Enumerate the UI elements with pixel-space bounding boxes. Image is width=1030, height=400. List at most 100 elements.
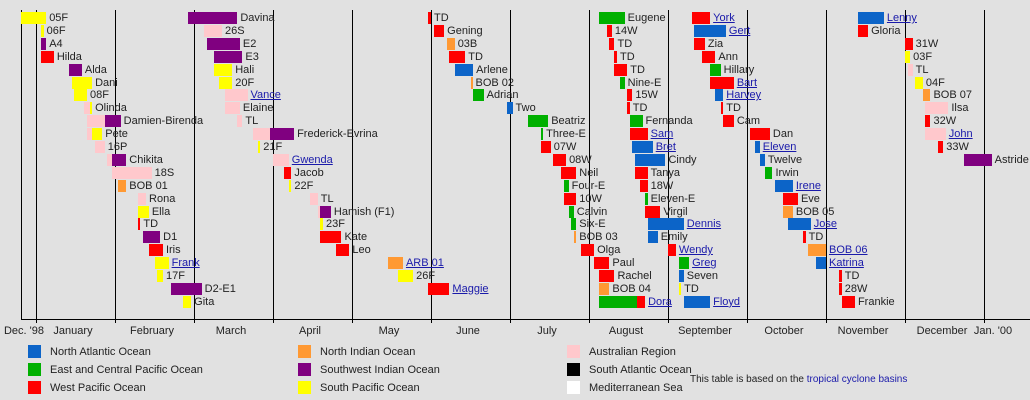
storm-label: Irwin	[775, 166, 799, 179]
storm-link[interactable]: Maggie	[452, 282, 489, 295]
storm-label: Rona	[149, 192, 176, 205]
storm-bar	[154, 257, 169, 270]
storm-bar	[41, 37, 47, 50]
storm-label: Ella	[151, 205, 171, 218]
storm-bar	[470, 76, 473, 89]
storm-link[interactable]: Dora	[648, 295, 672, 308]
storm-label: Arlene	[476, 63, 508, 76]
storm-label: TD	[434, 12, 449, 24]
storm-label: TL	[915, 63, 929, 76]
storm-label: 31W	[915, 37, 939, 50]
storm-link[interactable]: Irene	[795, 179, 821, 192]
storm-link[interactable]: Dennis	[686, 218, 722, 231]
axis-month-label: April	[298, 325, 322, 337]
storm-bar	[915, 76, 923, 89]
storm-bar	[309, 192, 318, 205]
storm-bar	[619, 76, 625, 89]
storm-bar	[907, 63, 913, 76]
storm-bar	[710, 76, 734, 89]
storm-bar	[206, 37, 240, 50]
storm-label: BOB 07	[933, 89, 972, 102]
storm-bar	[257, 141, 261, 153]
storm-bar	[645, 205, 661, 218]
storm-bar	[540, 128, 544, 141]
storm-bar	[397, 270, 414, 282]
storm-bar	[20, 12, 47, 24]
legend-item: South Atlantic Ocean	[567, 363, 692, 376]
storm-label: TD	[620, 50, 635, 63]
storm-label: Kate	[344, 231, 368, 244]
storm-label: TD	[617, 37, 633, 50]
storm-label: 15W	[635, 89, 658, 102]
legend-label: North Atlantic Ocean	[50, 345, 151, 358]
storm-link[interactable]: Gert	[728, 24, 751, 37]
storm-bar	[694, 37, 705, 50]
storm-label: BOB 04	[612, 282, 651, 295]
storm-label: BOB 02	[475, 76, 515, 89]
storm-link[interactable]: Harvey	[726, 89, 762, 102]
storm-link[interactable]: Floyd	[713, 295, 741, 308]
axis-month-label: January	[53, 325, 93, 337]
storm-label: E2	[242, 37, 257, 50]
storm-link[interactable]: John	[948, 128, 973, 141]
month-gridline	[668, 10, 669, 319]
legend-item: South Pacific Ocean	[298, 381, 420, 394]
storm-bar	[507, 102, 513, 115]
legend-swatch	[28, 363, 41, 376]
storm-label: TD	[726, 102, 741, 115]
storm-bar	[614, 63, 628, 76]
axis-month-label: November	[837, 325, 889, 337]
legend-swatch	[28, 345, 41, 358]
storm-bar	[632, 141, 653, 153]
storm-label: 03B	[457, 37, 478, 50]
storm-bar	[606, 24, 612, 37]
storm-label: Seven	[686, 270, 718, 282]
storm-link[interactable]: Frank	[171, 257, 200, 270]
tropical-cyclone-basins-link[interactable]: tropical cyclone basins	[806, 374, 908, 385]
storm-link[interactable]: Jose	[813, 218, 837, 231]
storm-link[interactable]: ARB 01	[405, 257, 444, 270]
storm-link[interactable]: BOB 06	[829, 244, 868, 257]
storm-bar	[815, 257, 826, 270]
storm-label: Jacob	[294, 166, 324, 179]
storm-label: BOB 05	[795, 205, 835, 218]
storm-label: Cam	[736, 115, 761, 128]
month-gridline	[905, 10, 906, 319]
storm-label: 05F	[49, 12, 69, 24]
storm-bar	[86, 115, 105, 128]
storm-bar	[117, 179, 127, 192]
storm-label: Emily	[660, 231, 688, 244]
storm-link[interactable]: Sam	[650, 128, 674, 141]
storm-bar	[283, 166, 292, 179]
storm-bar	[839, 270, 842, 282]
month-gridline	[194, 10, 195, 319]
storm-link[interactable]: Bart	[736, 76, 758, 89]
storm-bar	[629, 115, 643, 128]
storm-link[interactable]: Wendy	[678, 244, 713, 257]
storm-link[interactable]: Greg	[692, 257, 717, 270]
storm-bar	[273, 153, 289, 166]
storm-bar	[599, 282, 610, 295]
storm-link[interactable]: Bret	[655, 141, 676, 153]
storm-link[interactable]: Katrina	[829, 257, 864, 270]
month-gridline	[352, 10, 353, 319]
storm-label: Eve	[800, 192, 820, 205]
storm-bar	[224, 102, 240, 115]
storm-link[interactable]: Vance	[250, 89, 281, 102]
storm-label: Damien-Birenda	[123, 115, 204, 128]
storm-link[interactable]: Gwenda	[291, 153, 333, 166]
storm-link[interactable]: Eleven	[762, 141, 797, 153]
storm-bar	[224, 89, 248, 102]
storm-link[interactable]: York	[713, 12, 735, 24]
storm-bar	[473, 89, 484, 102]
storm-bar	[137, 205, 149, 218]
storm-bar	[905, 50, 911, 63]
storm-link[interactable]: Lenny	[886, 12, 917, 24]
storm-label: TD	[630, 63, 645, 76]
storm-label: 14W	[614, 24, 638, 37]
legend-label: North Indian Ocean	[320, 345, 416, 358]
storm-bar	[563, 192, 577, 205]
storm-bar	[647, 231, 658, 244]
storm-bar	[540, 141, 551, 153]
storm-label: 18S	[154, 166, 175, 179]
